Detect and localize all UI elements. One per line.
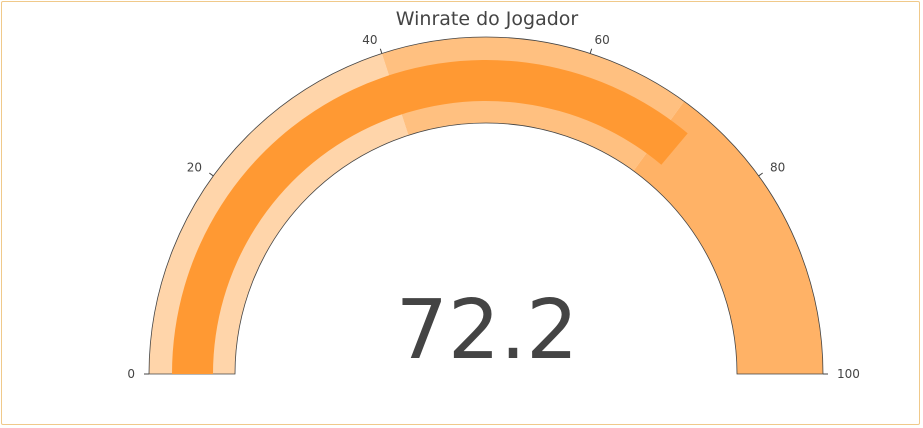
chart-title: Winrate do Jogador <box>396 8 579 30</box>
gauge-bar-group <box>172 59 688 374</box>
gauge-tick-label-40: 40 <box>362 33 377 47</box>
gauge-step-2 <box>633 101 823 375</box>
gauge-tick-label-0: 0 <box>127 367 135 381</box>
gauge-tick-40 <box>379 48 383 54</box>
gauge-tick-label-60: 60 <box>594 33 609 47</box>
gauge-tick-label-100: 100 <box>837 367 860 381</box>
gauge-value: 72.2 <box>396 283 579 378</box>
gauge-value-bar <box>172 59 688 374</box>
gauge-tick-60 <box>589 48 593 54</box>
gauge-ticks: 0 20 40 60 80 100 <box>127 33 860 381</box>
gauge-tick-20 <box>209 172 214 177</box>
gauge-outline <box>148 36 824 375</box>
gauge-tick-label-80: 80 <box>770 161 785 175</box>
gauge-tick-label-20: 20 <box>187 161 202 175</box>
gauge-tick-80 <box>758 172 763 177</box>
